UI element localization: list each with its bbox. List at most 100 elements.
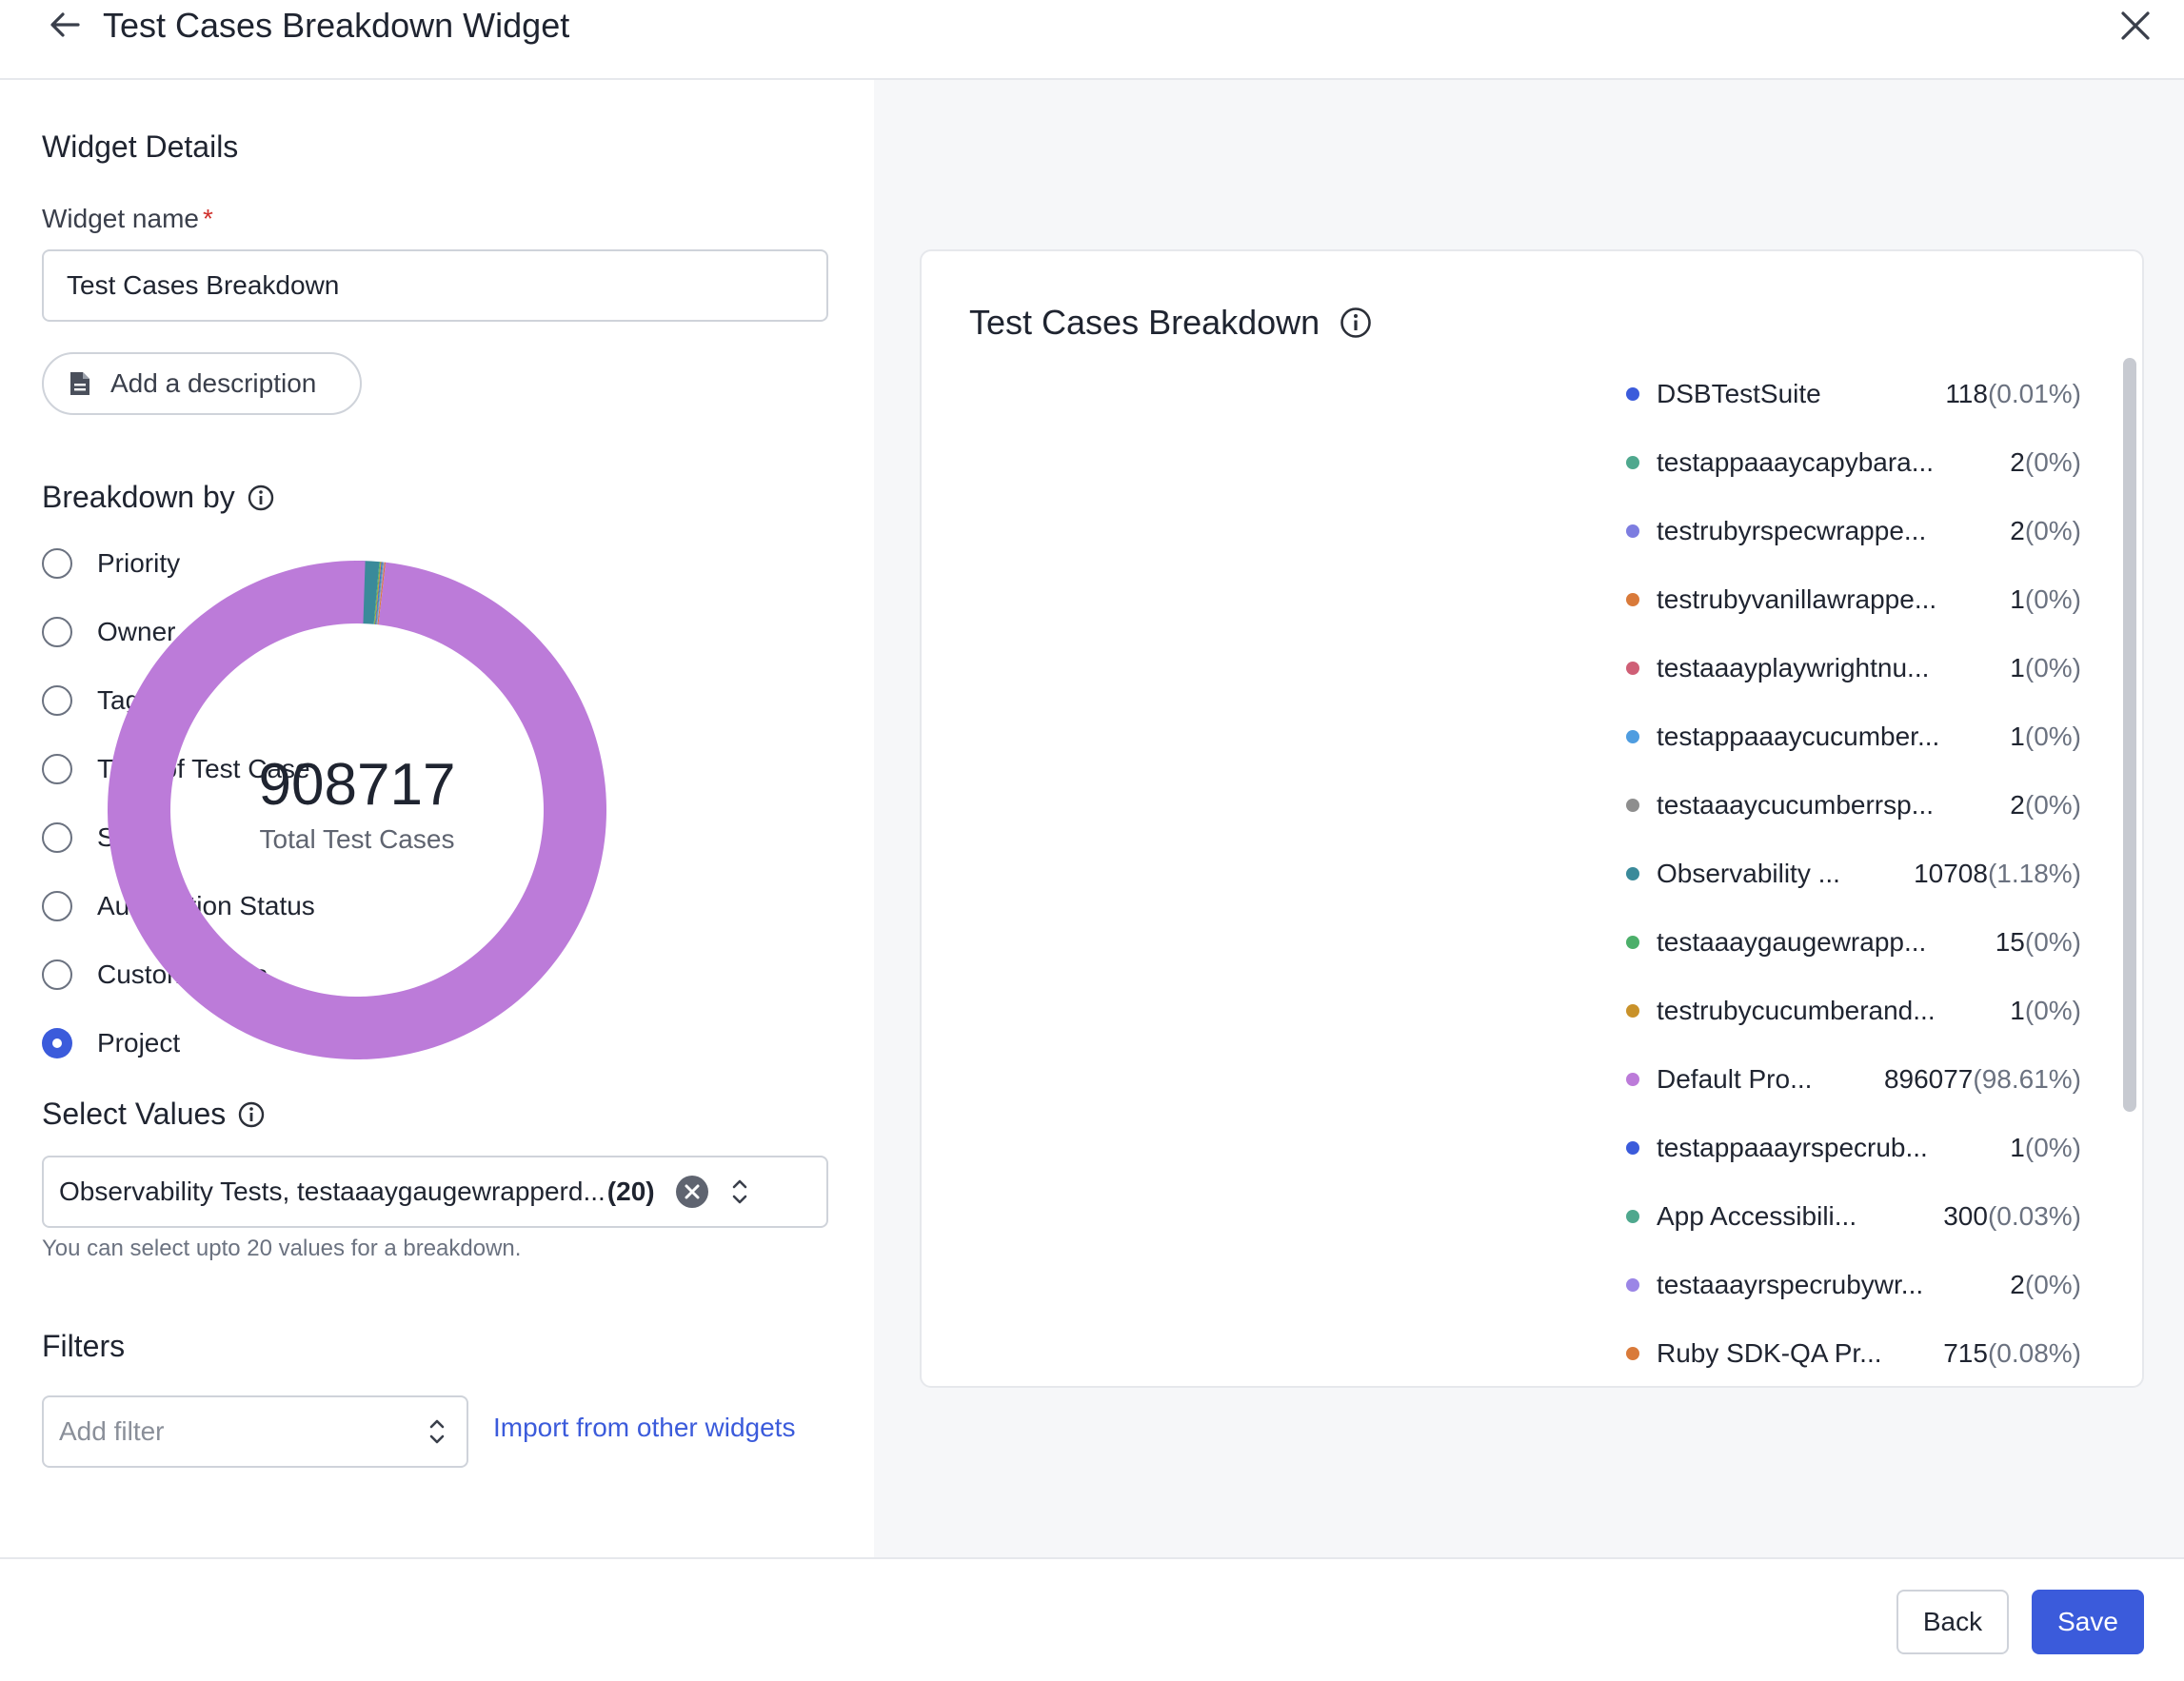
radio-circle[interactable] bbox=[42, 959, 72, 990]
chevron-up-down-icon[interactable] bbox=[729, 1176, 750, 1208]
legend-item[interactable]: testappaaaycapybara... 2(0%) bbox=[1626, 444, 2081, 482]
add-description-label: Add a description bbox=[110, 368, 317, 398]
legend-value: 1(0%) bbox=[2010, 584, 2081, 615]
legend-value: 2(0%) bbox=[2010, 516, 2081, 546]
donut-slice[interactable] bbox=[377, 562, 387, 625]
info-icon[interactable] bbox=[1339, 306, 1373, 340]
donut-slice[interactable] bbox=[376, 562, 385, 625]
legend-value: 896077(98.61%) bbox=[1884, 1064, 2081, 1095]
legend-item[interactable]: Observability ... 10708(1.18%) bbox=[1626, 855, 2081, 893]
legend-item[interactable]: testrubyrspecwrappe... 2(0%) bbox=[1626, 512, 2081, 550]
widget-preview-card: Test Cases Breakdown DSBTestSuite 118(0.0… bbox=[920, 249, 2144, 1388]
donut-slice[interactable] bbox=[375, 562, 383, 625]
legend-percent: (0%) bbox=[2024, 1133, 2081, 1162]
legend-scrollbar[interactable] bbox=[2123, 358, 2136, 1112]
legend-item[interactable]: testaaaycucumberrsp... 2(0%) bbox=[1626, 786, 2081, 824]
back-button[interactable]: Back bbox=[1896, 1590, 2009, 1654]
legend-swatch bbox=[1626, 593, 1639, 606]
clear-selection-icon[interactable] bbox=[675, 1176, 708, 1208]
close-icon[interactable] bbox=[2117, 8, 2154, 44]
legend-percent: (0%) bbox=[2024, 996, 2081, 1025]
donut-slice[interactable] bbox=[374, 562, 382, 624]
legend-item[interactable]: Ruby SDK-QA Pr... 715(0.08%) bbox=[1626, 1335, 2081, 1373]
legend-label: testaaayrspecrubywr... bbox=[1657, 1270, 1924, 1299]
add-description-button[interactable]: Add a description bbox=[42, 352, 362, 415]
radio-circle[interactable] bbox=[42, 548, 72, 579]
legend-value: 1(0%) bbox=[2010, 653, 2081, 683]
donut-slice[interactable] bbox=[375, 562, 384, 625]
legend-label: testappaaaycucumber... bbox=[1657, 722, 1940, 751]
footer-bar bbox=[0, 1557, 2184, 1681]
radio-circle-selected[interactable] bbox=[42, 1028, 72, 1058]
legend-swatch bbox=[1626, 1347, 1639, 1360]
radio-priority[interactable]: Priority bbox=[42, 544, 180, 583]
widget-name-label: Widget name * bbox=[42, 204, 213, 234]
legend-count: 2 bbox=[2010, 1270, 2025, 1299]
legend-count: 10708 bbox=[1914, 859, 1988, 888]
legend-item[interactable]: testaaayrspecrubywr... 2(0%) bbox=[1626, 1266, 2081, 1304]
legend-label: App Accessibili... bbox=[1657, 1201, 1857, 1231]
legend-item[interactable]: testaaayplaywrightnu... 1(0%) bbox=[1626, 649, 2081, 687]
legend-value: 10708(1.18%) bbox=[1914, 859, 2081, 889]
legend-swatch bbox=[1626, 524, 1639, 538]
legend-count: 715 bbox=[1943, 1338, 1988, 1368]
legend-swatch bbox=[1626, 730, 1639, 743]
legend-percent: (0%) bbox=[2024, 722, 2081, 751]
legend-value: 1(0%) bbox=[2010, 722, 2081, 752]
legend-count: 300 bbox=[1943, 1201, 1988, 1231]
legend-count: 1 bbox=[2010, 653, 2025, 682]
back-arrow-icon[interactable] bbox=[46, 6, 84, 44]
legend-item[interactable]: Default Pro... 896077(98.61%) bbox=[1626, 1060, 2081, 1098]
donut-slice[interactable] bbox=[373, 562, 381, 624]
info-icon[interactable] bbox=[237, 1100, 266, 1129]
legend-swatch bbox=[1626, 799, 1639, 812]
legend-percent: (1.18%) bbox=[1987, 859, 2081, 888]
add-filter-dropdown[interactable]: Add filter bbox=[42, 1395, 468, 1468]
donut-slice[interactable] bbox=[360, 561, 380, 624]
radio-circle[interactable] bbox=[42, 617, 72, 647]
legend-count: 1 bbox=[2010, 584, 2025, 614]
legend-value: 1(0%) bbox=[2010, 1133, 2081, 1163]
legend-swatch bbox=[1626, 867, 1639, 880]
radio-circle[interactable] bbox=[42, 754, 72, 784]
donut-total-value: 908717 bbox=[258, 752, 456, 818]
select-values-dropdown[interactable]: Observability Tests, testaaaygaugewrappe… bbox=[42, 1156, 828, 1228]
legend-percent: (0.03%) bbox=[1987, 1201, 2081, 1231]
legend-item[interactable]: testrubycucumberand... 1(0%) bbox=[1626, 992, 2081, 1030]
legend-item[interactable]: testappaaaycucumber... 1(0%) bbox=[1626, 718, 2081, 756]
legend-value: 15(0%) bbox=[1995, 927, 2081, 958]
widget-name-input[interactable]: Test Cases Breakdown bbox=[42, 249, 828, 322]
card-title: Test Cases Breakdown bbox=[969, 303, 1373, 343]
legend-count: 1 bbox=[2010, 722, 2025, 751]
radio-circle[interactable] bbox=[42, 891, 72, 921]
legend-item[interactable]: DSBTestSuite 118(0.01%) bbox=[1626, 375, 2081, 413]
legend-label: testaaaygaugewrapp... bbox=[1657, 927, 1927, 957]
import-from-other-widgets-link[interactable]: Import from other widgets bbox=[493, 1413, 796, 1442]
legend-item[interactable]: testaaaygaugewrapp... 15(0%) bbox=[1626, 923, 2081, 961]
legend-count: 2 bbox=[2010, 447, 2025, 477]
radio-label: Owner bbox=[97, 617, 176, 646]
legend-swatch bbox=[1626, 456, 1639, 469]
legend-count: 15 bbox=[1995, 927, 2025, 957]
widget-details-title: Widget Details bbox=[42, 129, 239, 164]
legend-count: 118 bbox=[1945, 379, 1988, 408]
legend-value: 118(0.01%) bbox=[1945, 379, 2081, 409]
add-filter-placeholder: Add filter bbox=[59, 1416, 165, 1446]
legend-label: DSBTestSuite bbox=[1657, 379, 1821, 408]
legend-label: testappaaaycapybara... bbox=[1657, 447, 1935, 477]
info-icon[interactable] bbox=[247, 484, 275, 512]
legend-item[interactable]: App Accessibili... 300(0.03%) bbox=[1626, 1197, 2081, 1236]
legend-swatch bbox=[1626, 387, 1639, 401]
legend-percent: (0%) bbox=[2024, 584, 2081, 614]
legend-swatch bbox=[1626, 936, 1639, 949]
legend-percent: (0%) bbox=[2024, 1270, 2081, 1299]
radio-project[interactable]: Project bbox=[42, 1024, 180, 1062]
legend-item[interactable]: testrubyvanillawrappe... 1(0%) bbox=[1626, 581, 2081, 619]
radio-circle[interactable] bbox=[42, 685, 72, 716]
legend-count: 1 bbox=[2010, 996, 2025, 1025]
radio-circle[interactable] bbox=[42, 822, 72, 853]
document-icon bbox=[70, 372, 89, 395]
legend-item[interactable]: testappaaayrspecrub... 1(0%) bbox=[1626, 1129, 2081, 1167]
save-button[interactable]: Save bbox=[2032, 1590, 2144, 1654]
radio-owner[interactable]: Owner bbox=[42, 613, 175, 651]
